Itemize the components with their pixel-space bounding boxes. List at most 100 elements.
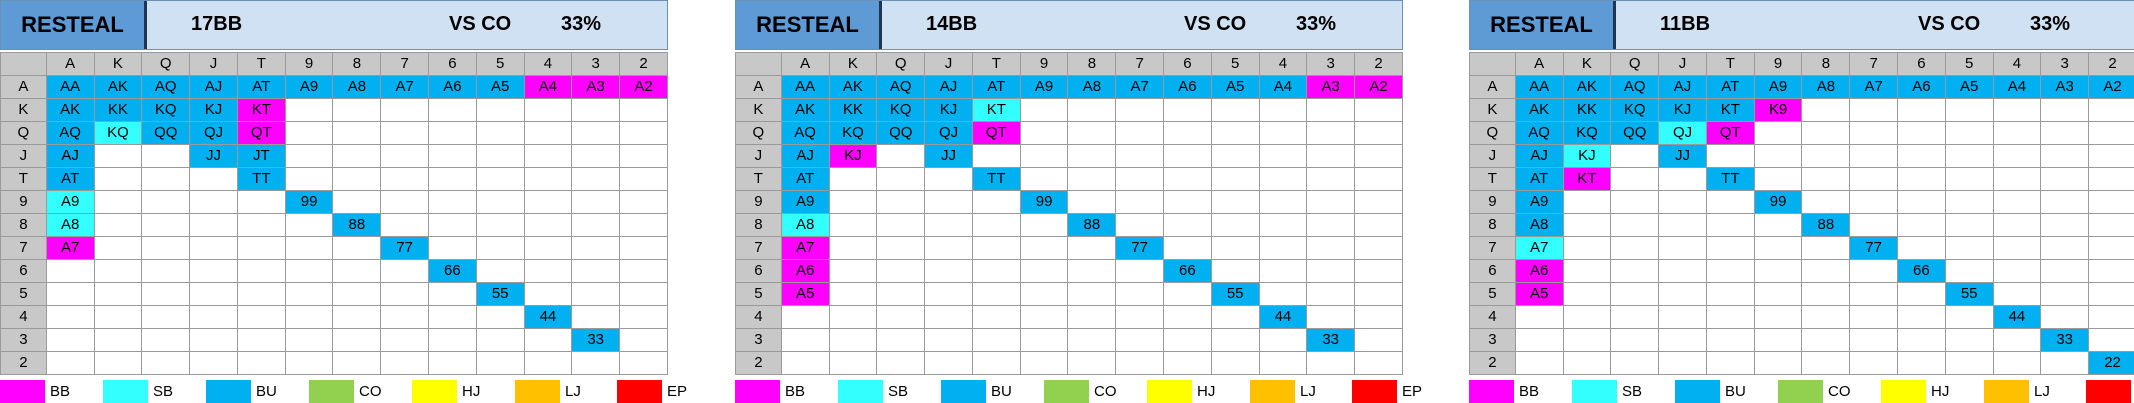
grid-row: K AK KK KQ KJ KT [0,98,668,122]
hand-cell: A7 [780,236,830,260]
hand-cell [828,259,878,283]
hand-cell: A5 [1514,282,1564,306]
column-header-8: 8 [1067,52,1117,76]
column-header-K: K [828,52,878,76]
hand-cell: A9 [1753,75,1803,99]
hand-cell [876,305,926,329]
hand-cell [1067,282,1117,306]
hand-cell: 99 [1753,190,1803,214]
hand-cell [1658,236,1707,260]
hand-cell [1067,167,1117,191]
hand-cell: 44 [1258,305,1308,329]
hand-cell: A8 [1067,75,1117,99]
hand-cell [1210,236,1260,260]
hand-cell [1115,259,1165,283]
row-header-J: J [1469,144,1516,168]
hand-cell [1306,236,1356,260]
hand-cell [141,351,191,375]
hand-cell [1163,144,1212,168]
hand-cell: A7 [1849,75,1899,99]
grid-row: 5 55 [0,282,668,306]
hand-cell [1019,213,1069,237]
row-header-K: K [1469,98,1516,122]
legend-swatch [412,380,457,403]
hand-cell [1944,236,1994,260]
column-header-9: 9 [1753,52,1803,76]
hand-cell [236,282,286,306]
legend-label: LJ [1300,383,1316,400]
hand-cell: AJ [1658,75,1707,99]
hand-cell: A6 [1514,259,1564,283]
column-header-Q: Q [876,52,926,76]
grid-row: T AT KT TT [1469,167,2134,191]
hand-cell: 88 [332,213,382,237]
hand-cell [1801,305,1851,329]
grid-row: Q AQ KQ QQ QJ QT [735,121,1403,145]
hand-cell [1115,190,1165,214]
hand-cell [571,259,621,283]
hand-cell: QT [971,121,1021,145]
column-header-9: 9 [284,52,334,76]
hand-cell: A2 [619,75,668,99]
hand-cell [1705,213,1755,237]
hand-cell [971,190,1021,214]
grid-corner [0,52,47,76]
grid-row: J AJ KJ JJ [1469,144,2134,168]
column-header-6: 6 [428,52,477,76]
hand-cell: AK [45,98,95,122]
legend-swatch [0,380,45,403]
hand-cell [619,98,668,122]
opponent-position: VS CO [449,13,512,35]
hand-cell: 55 [475,282,525,306]
hand-cell [284,144,334,168]
grid-row: J AJ KJ JJ [735,144,1403,168]
hand-cell [236,236,286,260]
hand-cell [1067,351,1117,375]
hand-cell [1210,167,1260,191]
hand-cell [1562,305,1612,329]
column-header-T: T [971,52,1021,76]
hand-cell: 77 [1115,236,1165,260]
hand-cell [284,259,334,283]
hand-cell [1992,190,2042,214]
hand-cell [1306,351,1356,375]
range-percent: 33% [2030,13,2071,35]
hand-cell: K9 [1753,98,1803,122]
hand-cell [619,213,668,237]
hand-cell [1992,167,2042,191]
hand-cell [1944,259,1994,283]
hand-cell [1019,282,1069,306]
hand-cell [1944,98,1994,122]
hand-cell [1992,98,2042,122]
hand-cell: A4 [1258,75,1308,99]
hand-cell [93,328,143,352]
row-header-4: 4 [0,305,47,329]
column-header-A: A [45,52,95,76]
chart-title: RESTEAL [736,1,882,49]
column-header-6: 6 [1163,52,1212,76]
hand-cell [1610,282,1660,306]
hand-cell [141,236,191,260]
grid-row: J AJ JJ JT [0,144,668,168]
hand-cell: AJ [924,75,973,99]
hand-cell [924,190,973,214]
hand-cell [1258,282,1308,306]
row-header-9: 9 [735,190,782,214]
hand-cell [475,328,525,352]
grid-row: 9 A9 99 [1469,190,2134,214]
hand-cell: A8 [780,213,830,237]
hand-cell [1610,190,1660,214]
hand-cell: 33 [2040,328,2090,352]
hand-cell: A6 [1163,75,1212,99]
hand-cell [189,351,238,375]
position-legend: BB SB BU CO HJ LJ EP [0,380,687,403]
hand-cell: 77 [1849,236,1899,260]
hand-cell [1210,144,1260,168]
grid-corner [735,52,782,76]
hand-cell [1849,213,1899,237]
hand-cell [1306,190,1356,214]
row-header-6: 6 [0,259,47,283]
hand-cell [1801,259,1851,283]
hand-cell [2040,305,2090,329]
hand-cell [284,121,334,145]
